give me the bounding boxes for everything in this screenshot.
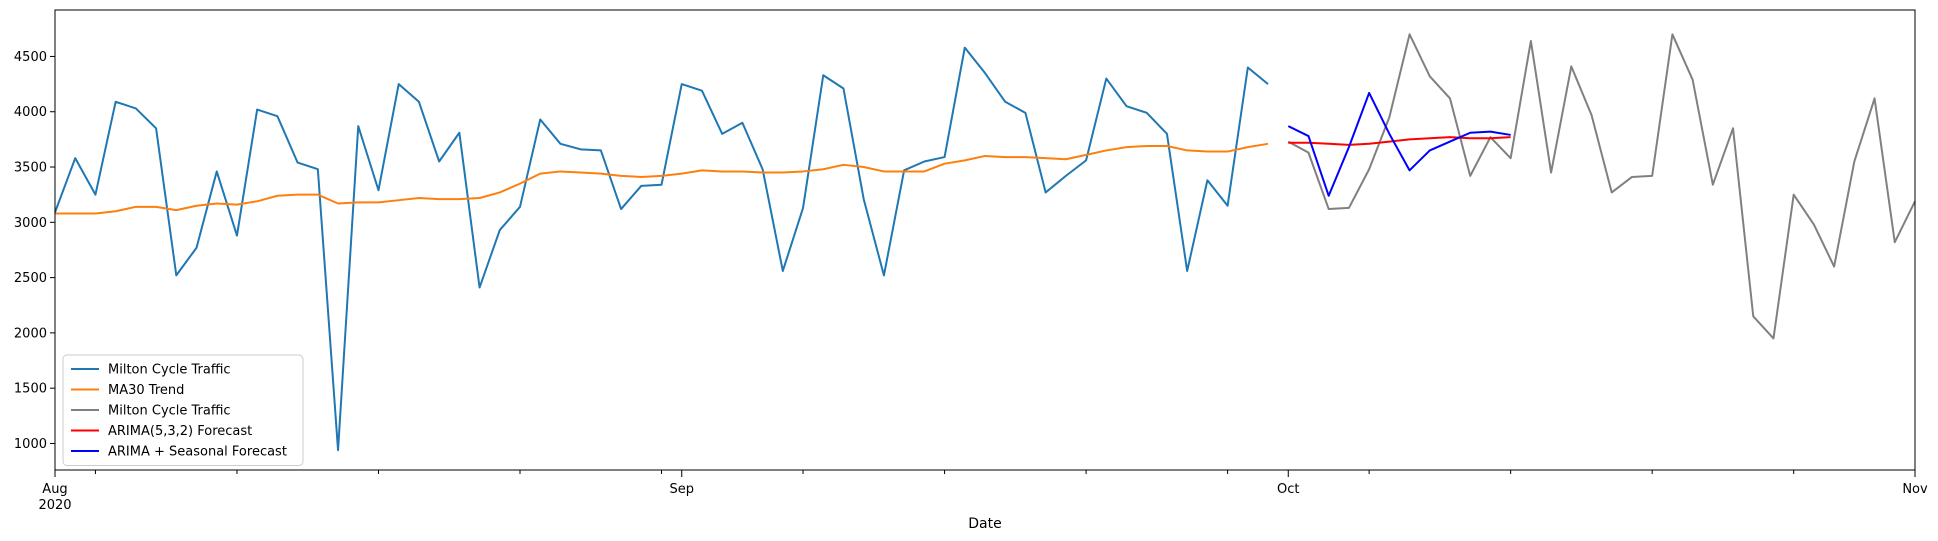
series-line-3 <box>1288 136 1511 146</box>
x-tick-label-3: Nov <box>1902 482 1928 497</box>
y-tick-label-6: 4000 <box>14 105 47 120</box>
legend-label-2: Milton Cycle Traffic <box>108 404 231 419</box>
series-line-2 <box>1287 33 1916 340</box>
y-tick-label-0: 1000 <box>14 437 47 452</box>
x-tick-label-2: Oct <box>1277 482 1299 497</box>
y-tick-label-1: 1500 <box>14 382 47 397</box>
legend-frame <box>62 354 304 466</box>
y-axis: 1000 1500 2000 2500 3000 3500 4000 4500 <box>14 50 55 452</box>
x-tick-sublabel-0: 2020 <box>38 498 71 513</box>
y-tick-label-5: 3500 <box>14 161 47 176</box>
plot-frame <box>54 9 1916 471</box>
y-tick-label-4: 3000 <box>14 216 47 231</box>
x-axis-label: Date <box>968 516 1001 532</box>
plot-area <box>54 9 1916 471</box>
series-line-4 <box>1287 91 1511 197</box>
y-tick-label-2: 2000 <box>14 326 47 341</box>
legend-label-0: Milton Cycle Traffic <box>108 363 231 378</box>
legend-label-3: ARIMA(5,3,2) Forecast <box>108 424 252 439</box>
series-layer <box>54 33 1916 452</box>
legend: Milton Cycle Traffic MA30 Trend Milton Cyc… <box>62 354 304 466</box>
series-line-1 <box>55 142 1269 215</box>
legend-label-1: MA30 Trend <box>108 383 184 398</box>
series-line-0 <box>54 46 1269 452</box>
x-tick-label-0: Aug <box>42 482 67 497</box>
y-tick-label-7: 4500 <box>14 50 47 65</box>
y-tick-label-3: 2500 <box>14 271 47 286</box>
legend-label-4: ARIMA + Seasonal Forecast <box>108 445 287 460</box>
x-tick-label-1: Sep <box>669 482 694 497</box>
